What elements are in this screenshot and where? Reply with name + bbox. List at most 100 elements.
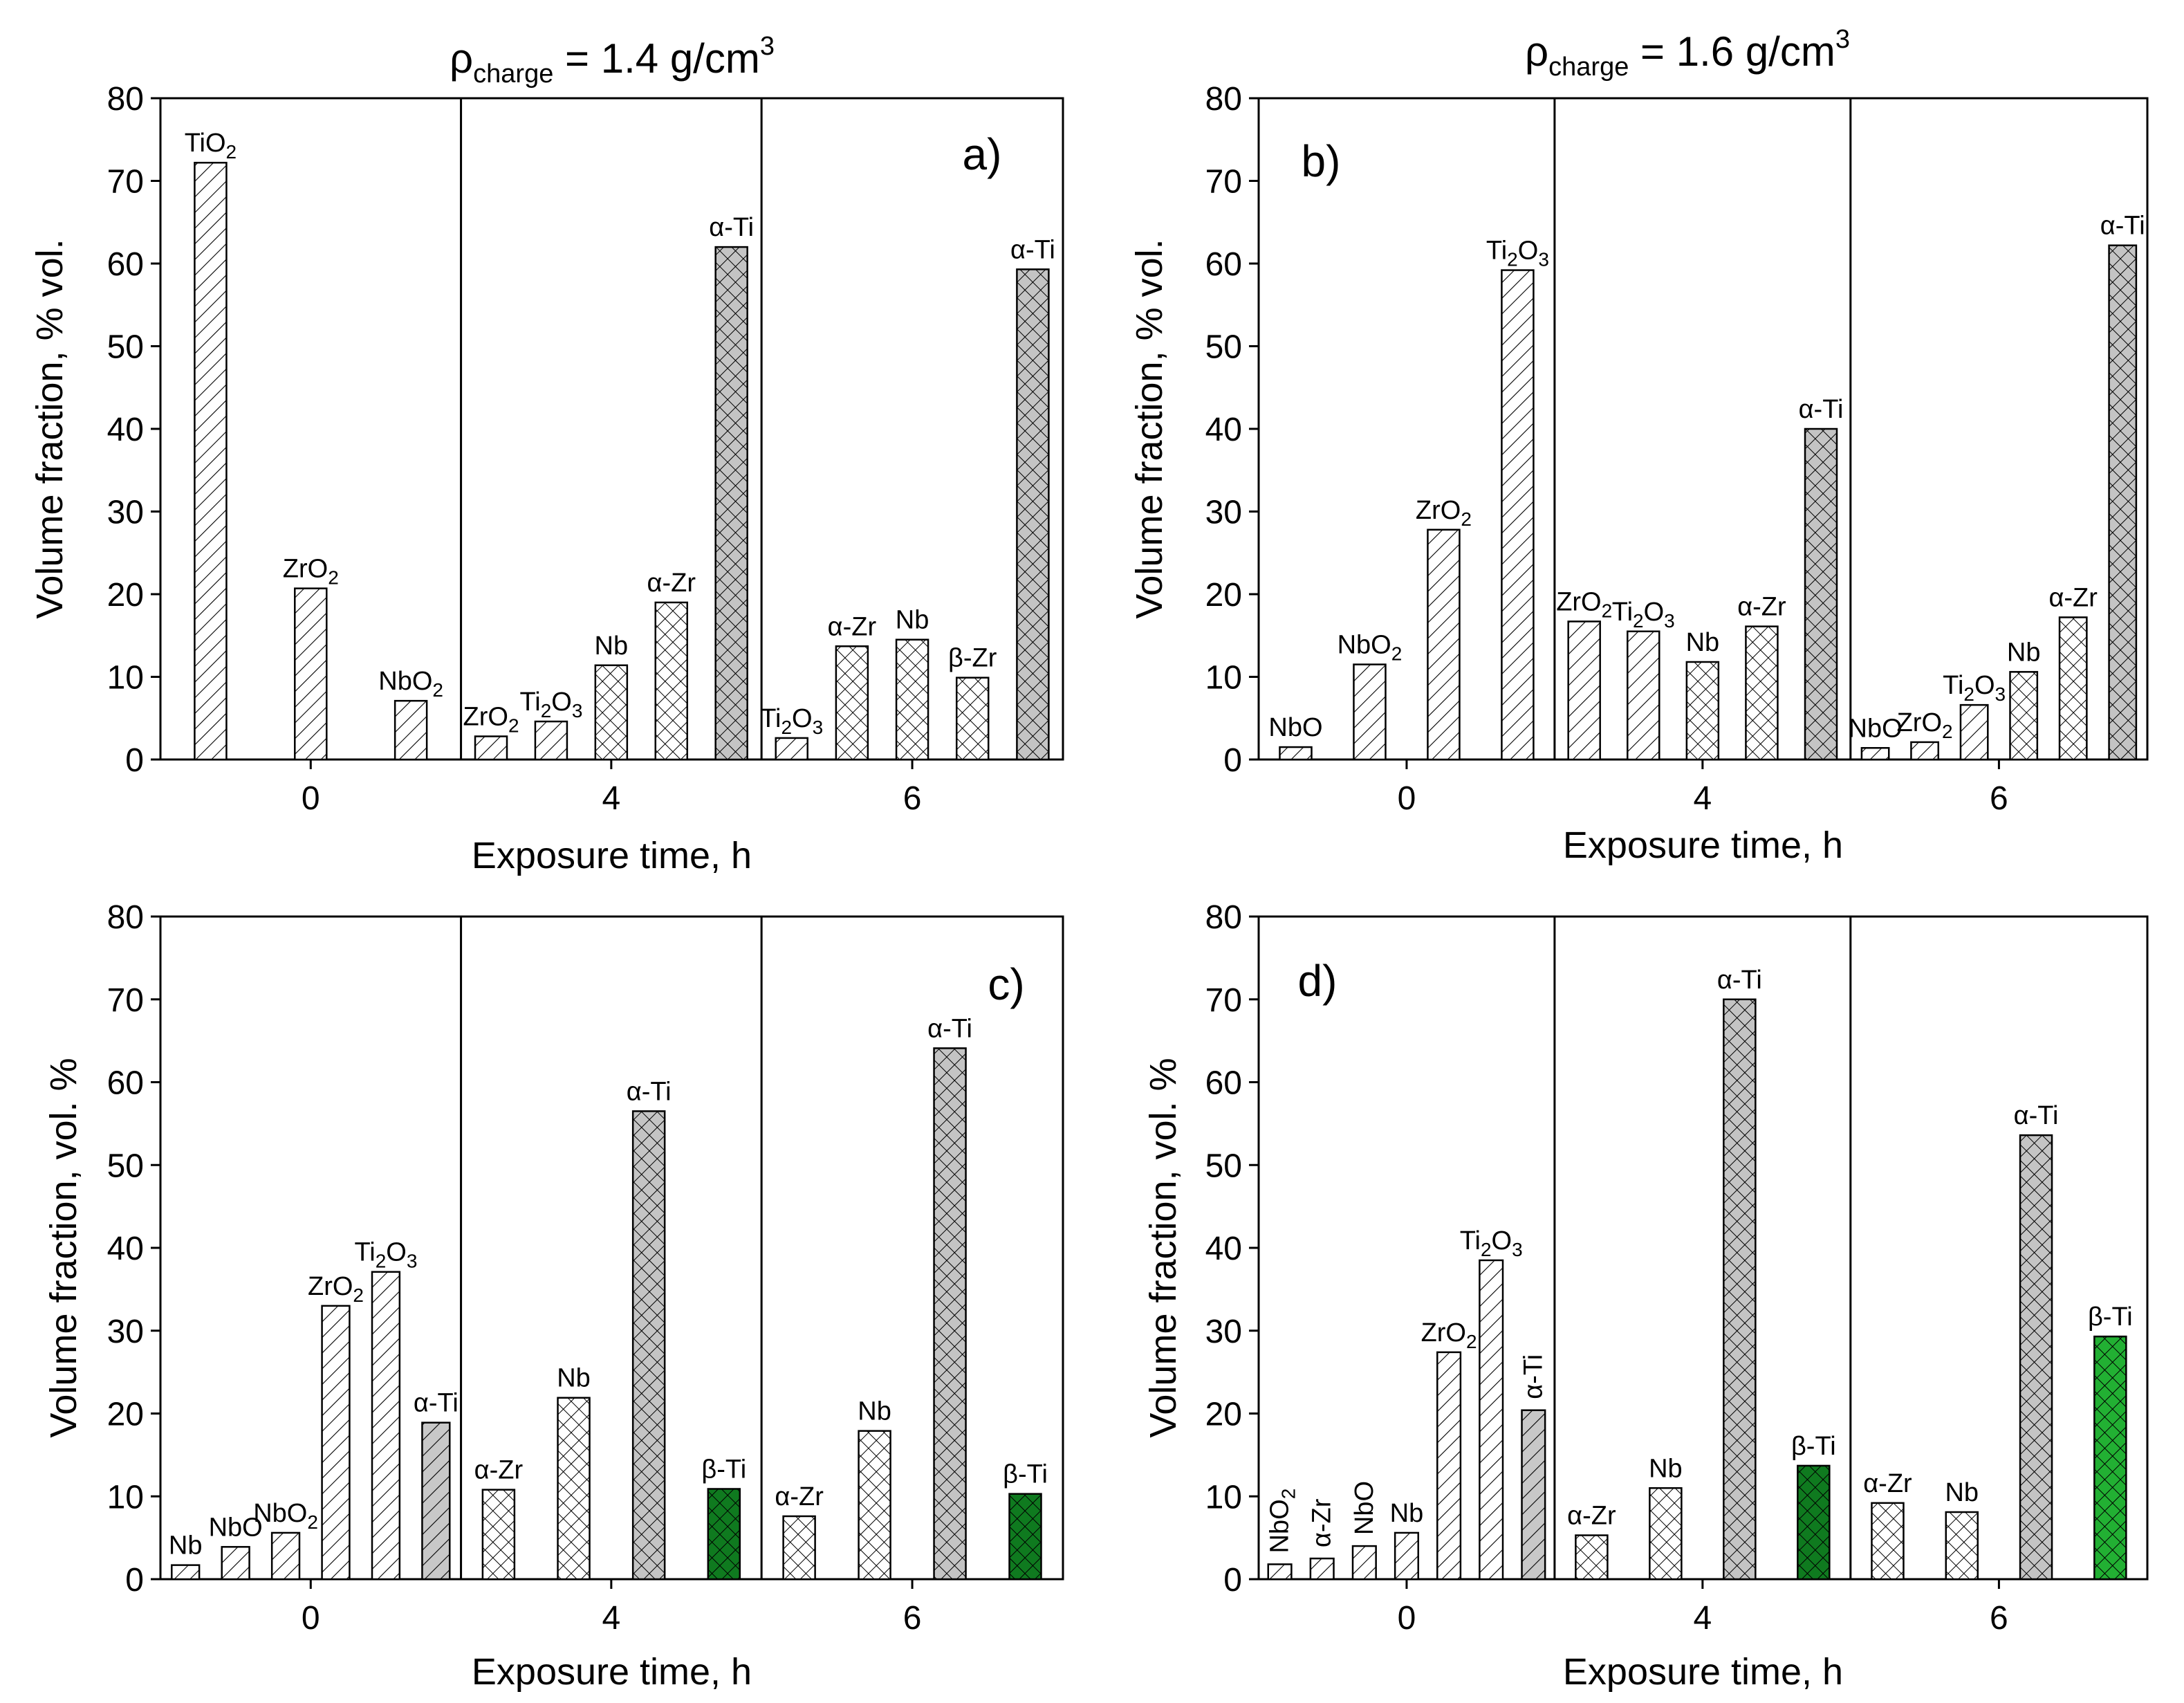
x-tick-label: 0 [302,1600,320,1637]
x-axis-title: Exposure time, h [472,1651,752,1693]
y-tick-label: 80 [107,899,144,936]
bar-label: ZrO2 [1897,708,1953,742]
y-tick-label: 70 [107,982,144,1019]
header-right-rho: ρ [1525,28,1548,75]
panel-letter: b) [1302,136,1341,186]
bar [270,1531,301,1581]
y-tick-label: 80 [1205,899,1242,936]
y-tick-label: 0 [1223,1562,1242,1599]
bar-label: α-Zr [828,612,877,641]
y-tick-label: 30 [1205,495,1242,531]
bar [534,720,568,761]
bar-label: α-Ti [709,213,754,242]
bar [2019,1134,2053,1581]
bar [654,601,689,761]
x-tick-label: 4 [602,780,620,817]
y-tick-label: 60 [1205,1065,1242,1102]
y-tick-label: 30 [1205,1314,1242,1350]
bar [933,1047,967,1581]
x-tick-label: 0 [302,780,320,817]
bar-label: α-Zr [474,1456,524,1485]
bar [1910,741,1940,761]
bar [1627,630,1660,761]
y-tick-label: 50 [107,1148,144,1184]
bar [1959,703,1989,761]
bar-label: ZrO2 [1556,587,1612,621]
header-right-sub: charge [1548,53,1629,82]
bar [835,645,869,761]
panel-letter: c) [988,959,1024,1009]
y-tick-label: 20 [107,1397,144,1433]
y-tick-label: 40 [1205,412,1242,448]
bar [1016,268,1050,761]
bar [1353,663,1387,761]
bar-label: α-Zr [647,569,696,598]
bar-label: Nb [2007,638,2041,667]
x-tick-label: 4 [602,1600,620,1637]
bar-label: α-Ti [1519,1354,1548,1399]
bar-label: α-Zr [1308,1498,1337,1547]
x-axis-title: Exposure time, h [1563,1651,1843,1693]
bar [474,735,508,761]
bar-label: NbO2 [1266,1489,1299,1554]
header-right-value: = 1.6 g/cm [1629,28,1835,75]
x-tick-label: 6 [903,1600,922,1637]
header-left-sub: charge [473,59,553,89]
bar [1501,269,1535,761]
bar-label: Nb [557,1364,591,1393]
bar-label: NbO2 [253,1499,318,1533]
bar-label: Ti2O3 [1486,237,1549,270]
panel-letter: a) [963,129,1002,179]
bar-label: NbO [1849,714,1903,743]
bar [1436,1351,1462,1581]
bar [371,1271,401,1581]
bar-label: NbO2 [378,667,443,701]
bar-label: α-Zr [1863,1469,1912,1498]
header-left-value: = 1.4 g/cm [553,35,759,82]
x-axis-title: Exposure time, h [472,835,752,876]
y-tick-label: 0 [125,1562,144,1599]
y-tick-label: 70 [107,164,144,201]
bar-label: α-Ti [627,1077,672,1106]
bar-label: Ti2O3 [1460,1226,1523,1260]
y-tick-label: 70 [1205,982,1242,1019]
bar-label: NbO [1350,1481,1379,1535]
y-tick-label: 60 [107,1065,144,1102]
y-tick-label: 50 [1205,329,1242,366]
bar-label: TiO2 [185,129,237,163]
bar [1860,747,1890,761]
y-tick-label: 80 [107,81,144,118]
bar-label: Nb [595,632,629,661]
bar [1945,1511,1979,1581]
bar-label: α-Zr [775,1482,824,1511]
bar-label: α-Ti [2014,1101,2059,1130]
y-tick-label: 10 [107,1479,144,1516]
bar [858,1430,891,1581]
bar [1351,1545,1377,1581]
x-tick-label: 6 [1990,1600,2008,1637]
y-tick-label: 0 [125,742,144,779]
x-axis-title: Exposure time, h [1563,825,1843,866]
bar-label: NbO [209,1513,263,1542]
x-tick-label: 4 [1694,1600,1712,1637]
bar [221,1546,250,1581]
y-tick-label: 40 [107,412,144,448]
bar-label: Nb [169,1531,203,1561]
bar-label: β-Ti [701,1455,746,1484]
x-tick-label: 0 [1398,1600,1416,1637]
bar-label: Nb [1390,1499,1424,1528]
y-tick-label: 20 [1205,1397,1242,1433]
bar-label: α-Ti [414,1389,459,1418]
header-title-right: ρcharge = 1.6 g/cm3 [1525,25,1850,82]
bar [1521,1409,1546,1581]
bar [895,638,929,761]
bar-label: α-Ti [1717,966,1762,995]
y-tick-label: 10 [1205,1479,1242,1516]
y-axis-title: Volume fraction, vol. % [1142,1058,1184,1437]
y-tick-label: 20 [107,577,144,614]
bar-label: NbO2 [1338,631,1403,665]
